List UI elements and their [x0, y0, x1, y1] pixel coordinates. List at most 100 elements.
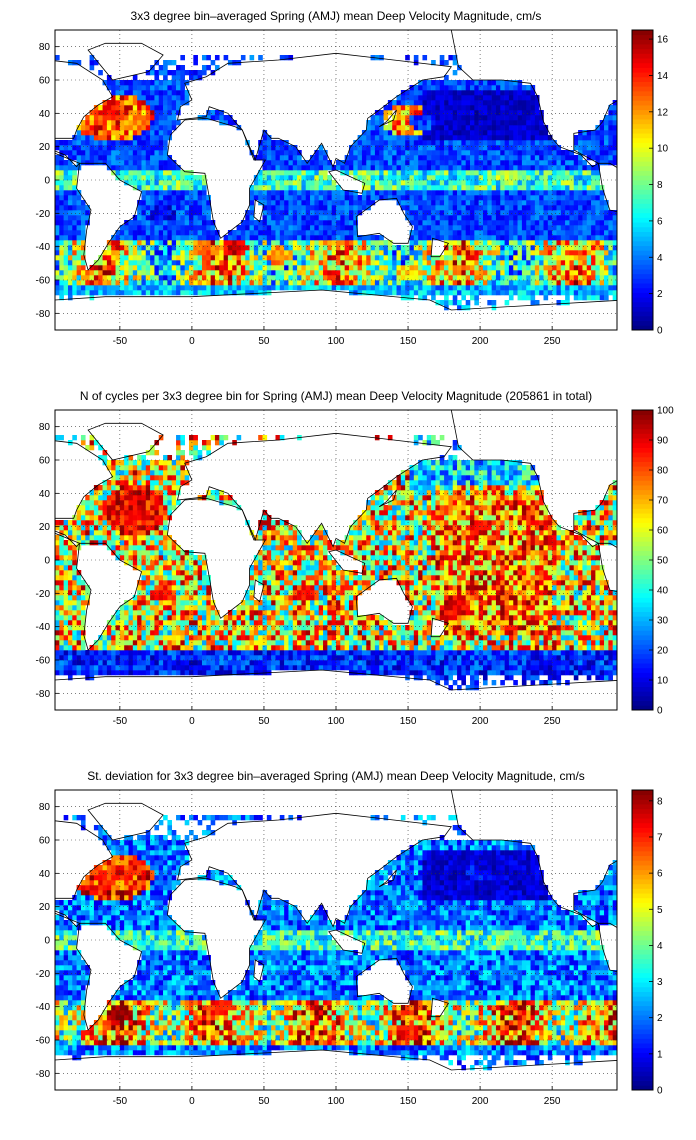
heatmap-bin [279, 265, 285, 271]
heatmap-bin [608, 285, 613, 291]
heatmap-bin [353, 235, 358, 241]
heatmap-bin [422, 220, 428, 226]
heatmap-bin [275, 665, 281, 671]
heatmap-bin [439, 210, 445, 216]
heatmap-bin [400, 160, 406, 166]
heatmap-bin [508, 235, 514, 241]
heatmap-bin [491, 150, 497, 156]
heatmap-bin [240, 240, 246, 246]
heatmap-bin [556, 225, 562, 231]
heatmap-bin [517, 665, 523, 671]
heatmap-bin [457, 110, 462, 116]
coastline [87, 42, 164, 81]
heatmap-bin [413, 245, 419, 251]
heatmap-bin [379, 160, 384, 166]
heatmap-bin [72, 190, 77, 196]
heatmap-bin [379, 175, 384, 181]
heatmap-bin [526, 655, 531, 661]
heatmap-bin [521, 145, 527, 151]
heatmap-bin [206, 270, 211, 276]
heatmap-bin [214, 265, 220, 271]
heatmap-bin [340, 165, 345, 171]
heatmap-bin [426, 140, 432, 146]
heatmap-bin [444, 200, 449, 206]
heatmap-bin [379, 280, 384, 286]
heatmap-bin [435, 260, 441, 266]
heatmap-bin [275, 165, 281, 171]
heatmap-bin [448, 140, 454, 146]
heatmap-bin [422, 215, 428, 221]
heatmap-bin [132, 85, 138, 91]
heatmap-bin [189, 205, 194, 211]
heatmap-bin [141, 115, 147, 121]
heatmap-bin [271, 235, 276, 241]
heatmap-bin [487, 105, 492, 111]
heatmap-bin [318, 190, 324, 196]
heatmap-bin [413, 220, 419, 226]
heatmap-bin [340, 215, 345, 221]
heatmap-bin [72, 665, 77, 671]
heatmap-bin [63, 195, 69, 201]
heatmap-bin [201, 115, 207, 121]
heatmap-bin [526, 125, 531, 131]
heatmap-bin [141, 270, 147, 276]
heatmap-bin [124, 140, 129, 146]
heatmap-bin [508, 150, 514, 156]
heatmap-bin [158, 260, 164, 266]
heatmap-bin [258, 150, 263, 156]
heatmap-bin [508, 665, 514, 671]
heatmap-bin [457, 250, 462, 256]
heatmap-bin [288, 245, 294, 251]
heatmap-bin [470, 270, 475, 276]
heatmap-bin [163, 100, 168, 106]
heatmap-bin [348, 215, 354, 221]
heatmap-bin [210, 265, 216, 271]
heatmap-bin [301, 270, 307, 276]
heatmap-bin [310, 235, 315, 241]
heatmap-bin [457, 290, 462, 296]
heatmap-bin [284, 215, 289, 221]
heatmap-bin [439, 670, 445, 676]
heatmap-bin [405, 145, 410, 151]
heatmap-bin [569, 285, 575, 291]
heatmap-bin [396, 120, 402, 126]
heatmap-bin [55, 240, 60, 246]
heatmap-bin [599, 150, 605, 156]
heatmap-bin [569, 215, 575, 221]
heatmap-bin [422, 265, 428, 271]
heatmap-bin [115, 165, 121, 171]
heatmap-bin [227, 235, 233, 241]
heatmap-bin [461, 275, 466, 281]
heatmap-bin [374, 280, 380, 286]
heatmap-bin [517, 255, 523, 261]
heatmap-bin [176, 290, 181, 296]
heatmap-bin [426, 185, 432, 191]
heatmap-bin [163, 655, 168, 661]
heatmap-bin [517, 280, 523, 286]
heatmap-bin [608, 275, 613, 281]
heatmap-bin [150, 115, 155, 121]
heatmap-bin [76, 130, 82, 136]
heatmap-bin [612, 100, 617, 106]
heatmap-bin [500, 250, 505, 256]
heatmap-bin [119, 150, 125, 156]
heatmap-bin [102, 150, 108, 156]
heatmap-bin [565, 290, 570, 296]
heatmap-bin [604, 115, 609, 121]
heatmap-bin [582, 255, 588, 261]
heatmap-bin [132, 140, 138, 146]
heatmap-bin [379, 245, 384, 251]
heatmap-bin [85, 660, 90, 666]
heatmap-bin [184, 70, 190, 76]
colorbar-segment [632, 180, 653, 186]
heatmap-bin [444, 190, 449, 196]
heatmap-bin [288, 220, 294, 226]
heatmap-bin [409, 165, 415, 171]
heatmap-bin [72, 670, 77, 676]
heatmap-bin [418, 105, 423, 111]
plot-frame [54, 29, 618, 331]
x-tick-label: 0 [189, 336, 195, 347]
heatmap-bin [521, 235, 527, 241]
heatmap-bin [279, 285, 285, 291]
